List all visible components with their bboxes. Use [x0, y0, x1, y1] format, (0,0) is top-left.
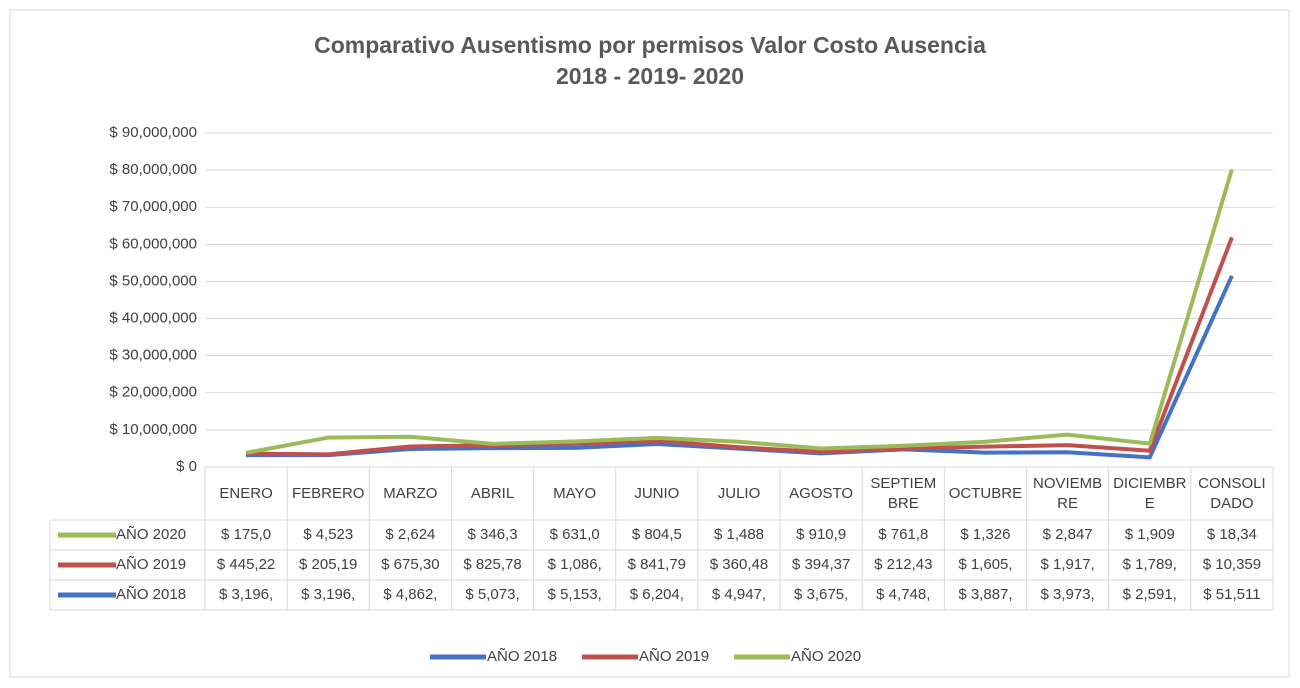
legend-label: AÑO 2018	[487, 648, 557, 665]
table-value: $ 346,3	[467, 526, 518, 543]
table-value: $ 6,204,	[629, 586, 684, 603]
y-tick-label: $ 20,000,000	[109, 384, 197, 401]
table-value: $ 3,887,	[958, 586, 1013, 603]
series-line	[246, 236, 1234, 457]
table-value: $ 4,748,	[876, 586, 931, 603]
table-value: $ 1,086,	[547, 556, 602, 573]
table-value: $ 5,073,	[465, 586, 520, 603]
table-value: $ 675,30	[381, 556, 440, 573]
table-value: $ 394,37	[791, 556, 851, 573]
table-value: $ 825,78	[463, 556, 522, 573]
x-tick-label: FEBRERO	[291, 484, 365, 502]
table-value: $ 2,624	[385, 526, 436, 543]
chart-title: Comparativo Ausentismo por permisos Valo…	[314, 32, 986, 58]
table-value: $ 2,591,	[1122, 586, 1177, 603]
table-value: $ 5,153,	[547, 586, 602, 603]
table-value: $ 175,0	[221, 526, 272, 543]
table-series-name: AÑO 2018	[116, 586, 187, 603]
table-value: $ 1,789,	[1122, 556, 1177, 573]
x-tick-label: SEPTIEMBRE	[870, 474, 937, 512]
table-value: $ 445,22	[216, 556, 276, 573]
x-tick-label: ENERO	[219, 484, 273, 502]
x-tick-label: MARZO	[383, 484, 438, 502]
y-tick-label: $ 70,000,000	[109, 198, 197, 215]
y-tick-label: $ 40,000,000	[109, 310, 197, 327]
x-tick-label: OCTUBRE	[948, 484, 1023, 502]
y-tick-label: $ 50,000,000	[109, 272, 197, 289]
table-value: $ 1,605,	[958, 556, 1013, 573]
table-value: $ 10,359	[1202, 556, 1262, 573]
table-value: $ 1,488	[713, 526, 765, 543]
table-series-name: AÑO 2020	[116, 526, 187, 543]
y-tick-label: $ 30,000,000	[109, 347, 197, 364]
table-series-name: AÑO 2019	[116, 556, 187, 573]
x-tick-label: ABRIL	[470, 484, 515, 502]
x-tick-label: JUNIO	[634, 484, 680, 502]
table-value: $ 51,511	[1203, 586, 1261, 603]
chart-title: 2018 - 2019- 2020	[556, 63, 744, 89]
y-tick-label: $ 0	[176, 458, 197, 475]
x-tick-label: MAYO	[553, 484, 597, 502]
table-value: $ 3,675,	[794, 586, 849, 603]
table-value: $ 2,847	[1042, 526, 1093, 543]
x-tick-label: DICIEMBRE	[1113, 474, 1187, 512]
table-value: $ 910,9	[796, 526, 847, 543]
legend-label: AÑO 2019	[639, 648, 709, 665]
table-value: $ 841,79	[627, 556, 687, 573]
table-value: $ 761,8	[878, 526, 929, 543]
table-value: $ 1,326	[960, 526, 1011, 543]
table-value: $ 360,48	[709, 556, 769, 573]
table-value: $ 3,196,	[301, 586, 356, 603]
table-value: $ 4,862,	[383, 586, 438, 603]
legend-label: AÑO 2020	[791, 648, 861, 665]
table-value: $ 1,909	[1124, 526, 1175, 543]
table-value: $ 804,5	[631, 526, 682, 543]
table-value: $ 212,43	[874, 556, 933, 573]
y-tick-label: $ 60,000,000	[109, 235, 197, 252]
x-tick-label: AGOSTO	[789, 484, 854, 502]
table-value: $ 3,196,	[218, 586, 274, 603]
table-value: $ 4,947,	[711, 586, 767, 603]
y-tick-label: $ 80,000,000	[109, 161, 197, 178]
x-tick-label: CONSOLIDADO	[1198, 474, 1266, 512]
table-value: $ 205,19	[299, 556, 358, 573]
chart-border	[9, 9, 1290, 678]
table-value: $ 3,973,	[1040, 586, 1095, 603]
y-tick-label: $ 10,000,000	[109, 421, 197, 438]
table-value: $ 631,0	[549, 526, 600, 543]
series-line	[245, 168, 1234, 455]
table-value: $ 4,523	[303, 526, 354, 543]
table-value: $ 1,917,	[1040, 556, 1095, 573]
x-tick-label: JULIO	[717, 484, 761, 502]
y-tick-label: $ 90,000,000	[109, 124, 197, 141]
table-value: $ 18,34	[1206, 526, 1257, 543]
x-tick-label: NOVIEMBRE	[1033, 474, 1103, 512]
